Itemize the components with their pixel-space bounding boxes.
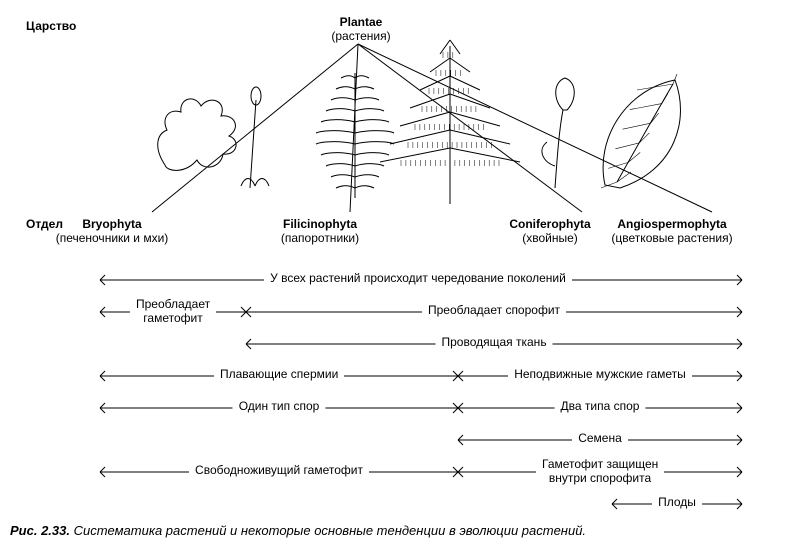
trait-label: Плавающие спермии (220, 368, 338, 382)
trait-label: Преобладаетгаметофит (136, 298, 210, 326)
figure-caption-prefix: Рис. 2.33. (10, 523, 70, 538)
division-coniferophyta-latin: Coniferophyta (490, 218, 610, 232)
division-coniferophyta: Coniferophyta (хвойные) (490, 218, 610, 246)
trait-label: Проводящая ткань (442, 336, 547, 350)
root-plantae-latin: Plantae (296, 16, 426, 30)
division-angiospermophyta: Angiospermophyta (цветковые растения) (597, 218, 747, 246)
division-bryophyta-russian: (печеночники и мхи) (32, 232, 192, 246)
trait-label: Свободноживущий гаметофит (195, 464, 363, 478)
trait-label: Преобладает спорофит (428, 304, 560, 318)
figure-caption-text: Систематика растений и некоторые основны… (70, 523, 586, 538)
trait-label: Неподвижные мужские гаметы (514, 368, 686, 382)
division-bryophyta: Bryophyta (печеночники и мхи) (32, 218, 192, 246)
kingdom-label: Царство (26, 20, 76, 34)
division-filicinophyta: Filicinophyta (папоротники) (250, 218, 390, 246)
trait-label: Плоды (658, 496, 696, 510)
trait-label: Семена (578, 432, 622, 446)
division-filicinophyta-latin: Filicinophyta (250, 218, 390, 232)
division-coniferophyta-russian: (хвойные) (490, 232, 610, 246)
trait-label: Два типа спор (561, 400, 640, 414)
division-bryophyta-latin: Bryophyta (32, 218, 192, 232)
figure-caption: Рис. 2.33. Систематика растений и некото… (10, 524, 586, 539)
trait-label: У всех растений происходит чередование п… (270, 272, 566, 286)
division-filicinophyta-russian: (папоротники) (250, 232, 390, 246)
division-angiospermophyta-latin: Angiospermophyta (597, 218, 747, 232)
trait-label: Один тип спор (239, 400, 320, 414)
trait-label: Гаметофит защищенвнутри спорофита (542, 458, 658, 486)
root-plantae: Plantae (растения) (296, 16, 426, 44)
root-plantae-russian: (растения) (296, 30, 426, 44)
division-angiospermophyta-russian: (цветковые растения) (597, 232, 747, 246)
